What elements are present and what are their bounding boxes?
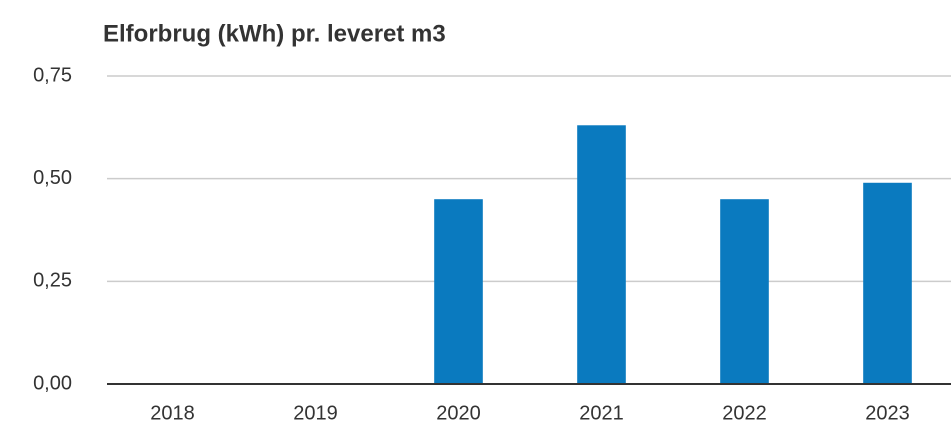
x-tick-label: 2018 (150, 402, 195, 424)
x-tick-label: 2020 (436, 402, 481, 424)
chart-title: Elforbrug (kWh) pr. leveret m3 (103, 20, 446, 47)
y-tick-label: 0,00 (33, 372, 72, 394)
x-tick-label: 2019 (293, 402, 338, 424)
bar (720, 199, 769, 384)
bar (577, 125, 626, 384)
y-tick-label: 0,25 (33, 270, 72, 292)
y-tick-label: 0,50 (33, 167, 72, 189)
x-tick-label: 2023 (865, 402, 910, 424)
bar (863, 182, 912, 384)
x-tick-label: 2021 (579, 402, 624, 424)
x-tick-label: 2022 (722, 402, 767, 424)
y-tick-label: 0,75 (33, 64, 72, 86)
bar (434, 199, 483, 384)
